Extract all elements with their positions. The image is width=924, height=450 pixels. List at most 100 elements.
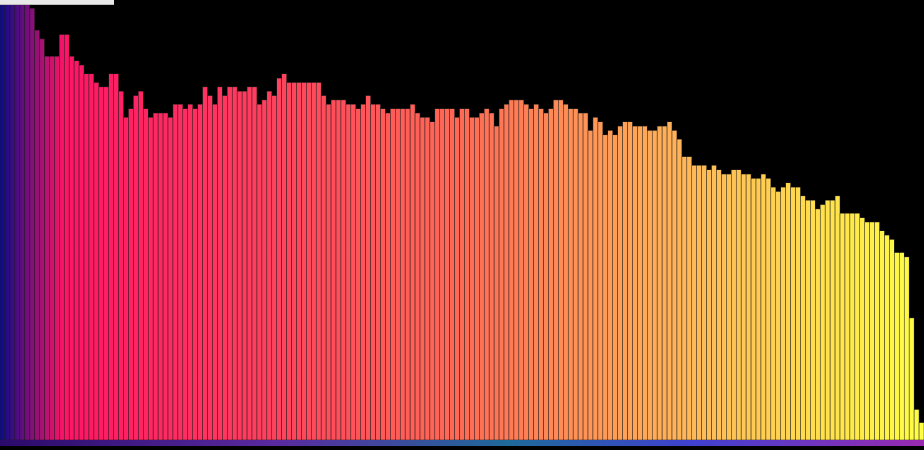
histogram-bar bbox=[622, 121, 628, 441]
histogram-bar bbox=[19, 3, 25, 441]
histogram-bar bbox=[365, 95, 371, 441]
histogram-bar bbox=[177, 104, 184, 441]
histogram-bar bbox=[14, 3, 21, 441]
histogram-bar bbox=[315, 82, 322, 441]
histogram-bar bbox=[874, 221, 880, 441]
histogram-bar bbox=[207, 95, 213, 441]
histogram-bar bbox=[859, 217, 865, 441]
histogram-bar bbox=[469, 117, 475, 441]
histogram-bar bbox=[276, 77, 282, 441]
histogram-bar bbox=[424, 117, 431, 441]
histogram-bar bbox=[503, 104, 510, 441]
histogram-bar bbox=[899, 252, 905, 441]
histogram-bar bbox=[780, 186, 786, 441]
histogram-bar bbox=[795, 186, 801, 441]
histogram-bar bbox=[355, 108, 361, 441]
histogram-bar bbox=[227, 86, 233, 441]
histogram-bar bbox=[879, 230, 885, 441]
histogram-bar bbox=[577, 112, 584, 441]
histogram-bar bbox=[483, 108, 490, 441]
histogram-bar bbox=[83, 73, 90, 441]
histogram-bar bbox=[498, 108, 505, 441]
histogram-bar bbox=[34, 29, 40, 441]
histogram-bar bbox=[721, 173, 727, 441]
histogram-bar bbox=[147, 117, 154, 441]
histogram-bar bbox=[864, 221, 870, 441]
histogram-bar bbox=[390, 108, 396, 441]
histogram-bar bbox=[311, 82, 317, 441]
histogram-bar bbox=[592, 117, 599, 441]
histogram-bar bbox=[281, 73, 287, 441]
window-tab[interactable] bbox=[0, 0, 114, 5]
histogram-bar bbox=[647, 130, 653, 441]
histogram-bar bbox=[493, 125, 500, 441]
histogram-bar bbox=[98, 86, 105, 441]
histogram-bar bbox=[651, 130, 658, 441]
histogram-bar bbox=[617, 125, 623, 441]
histogram-bar bbox=[810, 199, 816, 441]
histogram-bar bbox=[627, 121, 633, 441]
histogram-bar bbox=[711, 165, 717, 441]
histogram-bar bbox=[642, 125, 648, 441]
histogram-bar bbox=[345, 104, 352, 441]
histogram-bar bbox=[567, 108, 574, 441]
histogram-bar bbox=[256, 104, 263, 441]
histogram-bar bbox=[231, 86, 238, 441]
histogram-bar bbox=[726, 173, 732, 441]
histogram-bar bbox=[360, 104, 366, 441]
histogram-bar bbox=[123, 117, 129, 441]
bars-group bbox=[0, 3, 924, 441]
histogram-bar bbox=[849, 213, 856, 441]
histogram-bar bbox=[9, 3, 16, 441]
histogram-bar bbox=[404, 108, 411, 441]
histogram-bar bbox=[261, 99, 268, 441]
histogram-bar bbox=[128, 108, 134, 441]
histogram-bar bbox=[246, 86, 253, 441]
histogram-bar bbox=[266, 90, 273, 441]
histogram-bar bbox=[73, 60, 80, 441]
histogram-bar bbox=[192, 108, 198, 441]
histogram-bar bbox=[918, 422, 924, 441]
histogram-bar bbox=[656, 125, 663, 441]
histogram-bar bbox=[108, 73, 114, 441]
bottom-color-strip bbox=[0, 440, 924, 446]
histogram-bar bbox=[800, 195, 806, 441]
histogram-bar bbox=[894, 252, 900, 441]
histogram-bar bbox=[637, 125, 643, 441]
histogram-bar bbox=[375, 104, 381, 441]
histogram-bar bbox=[429, 121, 436, 441]
histogram-bar bbox=[834, 195, 841, 441]
histogram-bar bbox=[671, 130, 678, 441]
histogram-bar bbox=[844, 213, 851, 441]
histogram-bar bbox=[513, 99, 520, 441]
histogram-bar bbox=[68, 56, 75, 441]
histogram-bar bbox=[291, 82, 297, 441]
histogram-bar bbox=[543, 112, 549, 441]
histogram-bar bbox=[815, 208, 821, 441]
histogram-bar bbox=[93, 82, 100, 441]
histogram-bar bbox=[775, 191, 781, 441]
histogram-bar bbox=[419, 117, 426, 441]
histogram-bar bbox=[612, 134, 618, 441]
histogram-bar bbox=[217, 86, 223, 441]
histogram-bar bbox=[414, 112, 421, 441]
histogram-bar bbox=[251, 86, 258, 441]
histogram-bar bbox=[548, 108, 554, 441]
histogram-bar bbox=[716, 169, 722, 441]
histogram-bar bbox=[157, 112, 164, 441]
histogram-bar bbox=[320, 95, 327, 441]
histogram-bar bbox=[399, 108, 406, 441]
histogram-bar bbox=[118, 90, 124, 441]
histogram-bar bbox=[241, 90, 248, 441]
histogram-bar bbox=[735, 169, 742, 441]
histogram-bar bbox=[340, 99, 347, 441]
histogram-bar bbox=[533, 104, 539, 441]
histogram-bar bbox=[587, 130, 594, 441]
histogram-bar bbox=[686, 156, 693, 441]
histogram-bar bbox=[829, 199, 836, 441]
histogram-bar bbox=[88, 73, 95, 441]
histogram-bar bbox=[740, 173, 747, 441]
histogram-bar bbox=[143, 108, 149, 441]
histogram-bar bbox=[39, 38, 45, 441]
histogram-bar bbox=[459, 108, 465, 441]
